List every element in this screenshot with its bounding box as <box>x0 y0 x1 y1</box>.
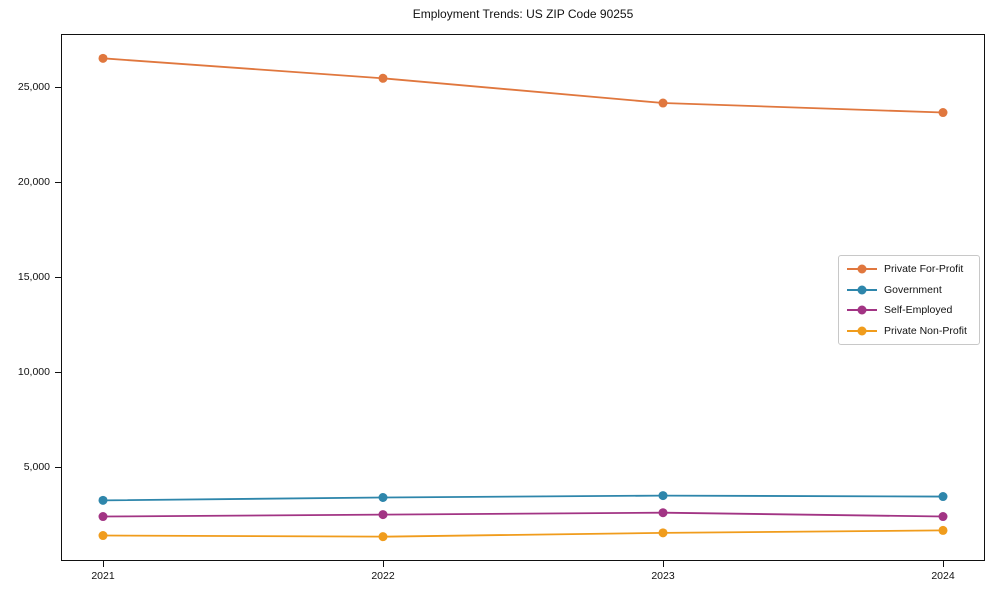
y-tick-label: 20,000 <box>17 175 50 188</box>
x-tick-mark <box>383 561 384 567</box>
data-point-private-non-profit-2021 <box>98 531 108 541</box>
x-tick-mark <box>663 561 664 567</box>
x-tick-mark <box>943 561 944 567</box>
y-tick-label: 15,000 <box>17 270 50 283</box>
y-tick-mark <box>55 276 61 278</box>
data-point-self-employed-2021 <box>98 512 108 522</box>
plot-area <box>61 34 985 561</box>
data-point-private-non-profit-2023 <box>658 528 668 538</box>
x-tick-label: 2024 <box>931 570 955 582</box>
data-point-private-for-profit-2024 <box>938 108 948 118</box>
data-point-private-non-profit-2024 <box>938 525 948 535</box>
y-tick-label: 25,000 <box>17 80 50 93</box>
legend-line-marker-icon <box>847 326 877 336</box>
x-tick-label: 2023 <box>651 570 675 582</box>
legend-dot-icon <box>857 285 867 295</box>
data-point-self-employed-2022 <box>378 510 388 520</box>
legend-line-marker-icon <box>847 305 877 315</box>
chart-title: Employment Trends: US ZIP Code 90255 <box>412 7 634 21</box>
series-line-private-non-profit <box>102 529 944 538</box>
legend-line-marker-icon <box>847 285 877 295</box>
data-point-self-employed-2023 <box>658 508 668 518</box>
data-point-government-2023 <box>658 491 668 501</box>
y-tick-label: 5,000 <box>23 461 50 474</box>
data-point-private-non-profit-2022 <box>378 532 388 542</box>
y-tick-mark <box>55 181 61 183</box>
legend-dot-icon <box>857 264 867 274</box>
legend-label: Government <box>884 283 942 296</box>
legend-line-marker-icon <box>847 264 877 274</box>
legend-item-private-non-profit: Private Non-Profit <box>847 321 971 342</box>
data-point-private-for-profit-2022 <box>378 73 388 83</box>
legend-item-government: Government <box>847 280 971 301</box>
legend-item-private-for-profit: Private For-Profit <box>847 259 971 280</box>
y-tick-mark <box>55 86 61 88</box>
y-tick-label: 10,000 <box>17 366 50 379</box>
series-line-self-employed <box>102 511 944 518</box>
data-point-private-for-profit-2023 <box>658 98 668 108</box>
legend-item-self-employed: Self-Employed <box>847 300 971 321</box>
series-line-government <box>102 494 944 502</box>
y-tick-mark <box>55 372 61 374</box>
series-line-private-for-profit <box>102 57 944 114</box>
data-point-government-2022 <box>378 493 388 503</box>
data-point-private-for-profit-2021 <box>98 53 108 63</box>
x-tick-mark <box>103 561 104 567</box>
y-tick-mark <box>55 467 61 469</box>
data-point-government-2024 <box>938 492 948 502</box>
x-tick-label: 2021 <box>91 570 115 582</box>
data-point-self-employed-2024 <box>938 512 948 522</box>
line-chart-canvas <box>98 53 948 542</box>
x-tick-label: 2022 <box>371 570 395 582</box>
legend-box: Private For-Profit Government Self-Employe… <box>838 255 980 345</box>
legend-label: Private Non-Profit <box>884 324 967 337</box>
data-point-government-2021 <box>98 495 108 505</box>
legend-dot-icon <box>857 305 867 315</box>
legend-label: Private For-Profit <box>884 263 964 276</box>
legend-dot-icon <box>857 326 867 336</box>
legend-label: Self-Employed <box>884 304 953 317</box>
